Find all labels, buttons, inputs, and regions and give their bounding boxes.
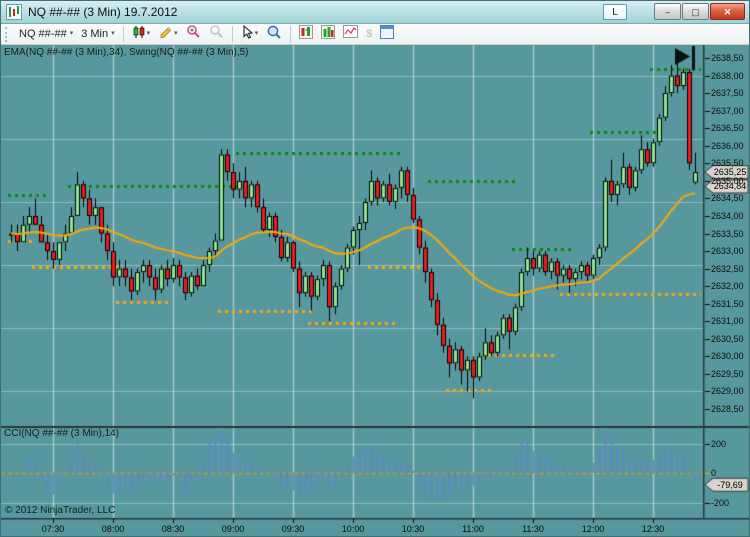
cursor-tool-button[interactable]: ▾: [237, 23, 263, 46]
minimize-icon: –: [664, 6, 670, 17]
window-title: NQ ##-## (3 Min) 19.7.2012: [28, 5, 178, 19]
maximize-icon: ▢: [691, 6, 700, 17]
line-chart-icon: [343, 25, 359, 43]
zoom-out-button[interactable]: [205, 22, 228, 46]
pencil-icon: [158, 25, 173, 44]
dollar-icon: $: [366, 28, 373, 40]
toolbar-separator: [290, 26, 292, 42]
chart-area: EMA(NQ ##-## (3 Min),34), Swing(NQ ##-##…: [1, 45, 749, 536]
chart-canvas[interactable]: [1, 45, 749, 536]
close-icon: ✕: [723, 6, 732, 17]
minimize-button[interactable]: –: [654, 3, 681, 20]
cursor-arrow-icon: [241, 24, 254, 44]
panel-window-icon: [380, 24, 395, 44]
chevron-down-icon: ▾: [111, 30, 115, 37]
zoom-in-icon: [186, 24, 201, 44]
chart-style-button[interactable]: ▾: [128, 23, 155, 46]
chevron-down-icon: ▾: [146, 30, 151, 37]
interval-selector[interactable]: 3 Min ▾: [77, 27, 118, 41]
toolbar-separator: [231, 26, 233, 42]
chart-app-icon: [6, 4, 22, 20]
drawing-tools-button[interactable]: ▾: [154, 23, 182, 46]
zoom-in-button[interactable]: [182, 22, 205, 46]
toolbar-separator: [122, 26, 124, 42]
chart-orders-button[interactable]: [295, 23, 317, 46]
interval-label: 3 Min: [81, 28, 109, 40]
chevron-down-icon: ▾: [69, 30, 74, 37]
close-button[interactable]: ✕: [710, 3, 745, 20]
chevron-down-icon: ▾: [174, 30, 178, 37]
toolbar: NQ ##-## ▾ 3 Min ▾ ▾ ▾ ▾: [1, 24, 749, 45]
chevron-down-icon: ▾: [254, 30, 259, 37]
instrument-label: NQ ##-##: [19, 28, 67, 40]
chart-trader-button[interactable]: [317, 23, 339, 46]
title-bar[interactable]: NQ ##-## (3 Min) 19.7.2012 L – ▢ ✕: [1, 1, 749, 24]
toolbar-grip-handle[interactable]: [5, 26, 10, 42]
data-box-button[interactable]: [262, 22, 286, 46]
chart-trader-icon: [321, 24, 336, 44]
instrument-selector[interactable]: NQ ##-## ▾: [15, 27, 77, 41]
orders-bars-icon: [299, 24, 314, 44]
link-button[interactable]: L: [603, 4, 627, 20]
candlestick-style-icon: [132, 25, 146, 44]
zoom-out-icon: [209, 24, 224, 44]
mini-chart-button[interactable]: [339, 23, 362, 45]
panels-button[interactable]: [376, 23, 398, 46]
account-data-button[interactable]: $: [362, 26, 376, 42]
magnifier-icon: [266, 24, 282, 44]
maximize-button[interactable]: ▢: [682, 3, 709, 20]
